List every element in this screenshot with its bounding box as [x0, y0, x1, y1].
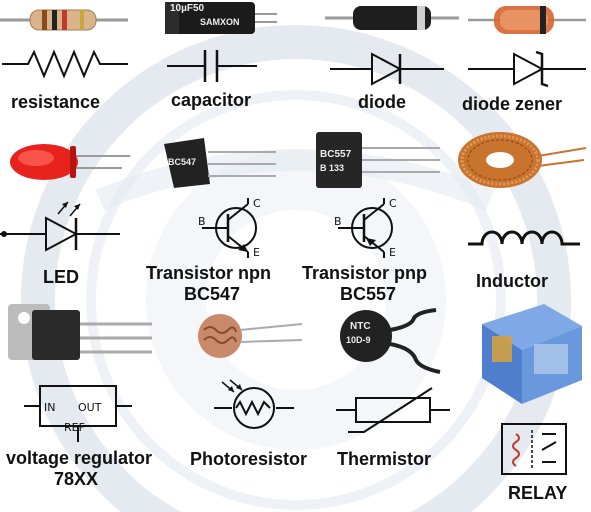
relay-label: RELAY [508, 483, 568, 503]
pnp-transistor-photo [316, 132, 440, 188]
pnp-label-line2: BC557 [340, 284, 397, 304]
capacitor-photo [165, 2, 277, 34]
npn-label-line1: Transistor npn [146, 263, 272, 283]
zener-photo [468, 6, 586, 34]
zener-symbol [468, 50, 586, 88]
capacitor-body-text: 10µF50 [170, 3, 205, 14]
thermistor-body-text-2: 10D-9 [346, 335, 371, 345]
npn-transistor-photo [164, 138, 276, 188]
pnp-body-text-2: B 133 [320, 163, 345, 173]
thermistor-body-text-1: NTC [350, 321, 371, 332]
thermistor-symbol [336, 387, 450, 433]
npn-pin-c: C [253, 197, 261, 210]
regulator-pin-ref: REF [64, 421, 85, 434]
npn-pin-b: B [198, 215, 206, 228]
thermistor-label: Thermistor [337, 449, 432, 469]
relay-symbol [501, 423, 567, 475]
inductor-symbol [468, 230, 580, 246]
led-symbol [0, 201, 120, 252]
pnp-label-line1: Transistor pnp [302, 263, 428, 283]
relay-photo [482, 304, 582, 404]
pnp-pin-e: E [389, 246, 396, 259]
pnp-pin-c: C [389, 197, 397, 210]
led-label: LED [43, 267, 79, 287]
regulator-pin-out: OUT [78, 401, 102, 414]
capacitor-symbol [167, 50, 257, 82]
pnp-body-text-1: BC557 [320, 149, 352, 160]
photoresistor-photo [198, 314, 303, 358]
resistor-photo [0, 9, 128, 31]
npn-pin-e: E [253, 246, 260, 259]
inductor-label: Inductor [476, 271, 548, 291]
regulator-pin-in: IN [44, 401, 56, 414]
npn-body-text: BC547 [168, 157, 197, 167]
pnp-pin-b: B [334, 215, 342, 228]
led-photo [10, 144, 130, 180]
capacitor-label: capacitor [171, 90, 252, 110]
diode-symbol [330, 52, 444, 86]
thermistor-photo [340, 308, 441, 374]
voltage-regulator-label-line1: voltage regulator [6, 448, 153, 468]
diode-label: diode [358, 92, 406, 112]
inductor-photo [458, 132, 587, 188]
voltage-regulator-label-line2: 78XX [54, 469, 99, 489]
npn-transistor-symbol [202, 198, 257, 258]
resistor-symbol [2, 49, 128, 79]
capacitor-body-text-2: SAMXON [200, 17, 240, 27]
voltage-regulator-symbol [24, 385, 132, 442]
photoresistor-label: Photoresistor [190, 449, 308, 469]
npn-label-line2: BC547 [184, 284, 241, 304]
resistance-label: resistance [11, 92, 101, 112]
diode-photo [325, 6, 459, 30]
voltage-regulator-photo [8, 304, 152, 360]
pnp-transistor-symbol [338, 198, 393, 258]
photoresistor-symbol [214, 379, 294, 429]
diode-zener-label: diode zener [462, 94, 563, 114]
